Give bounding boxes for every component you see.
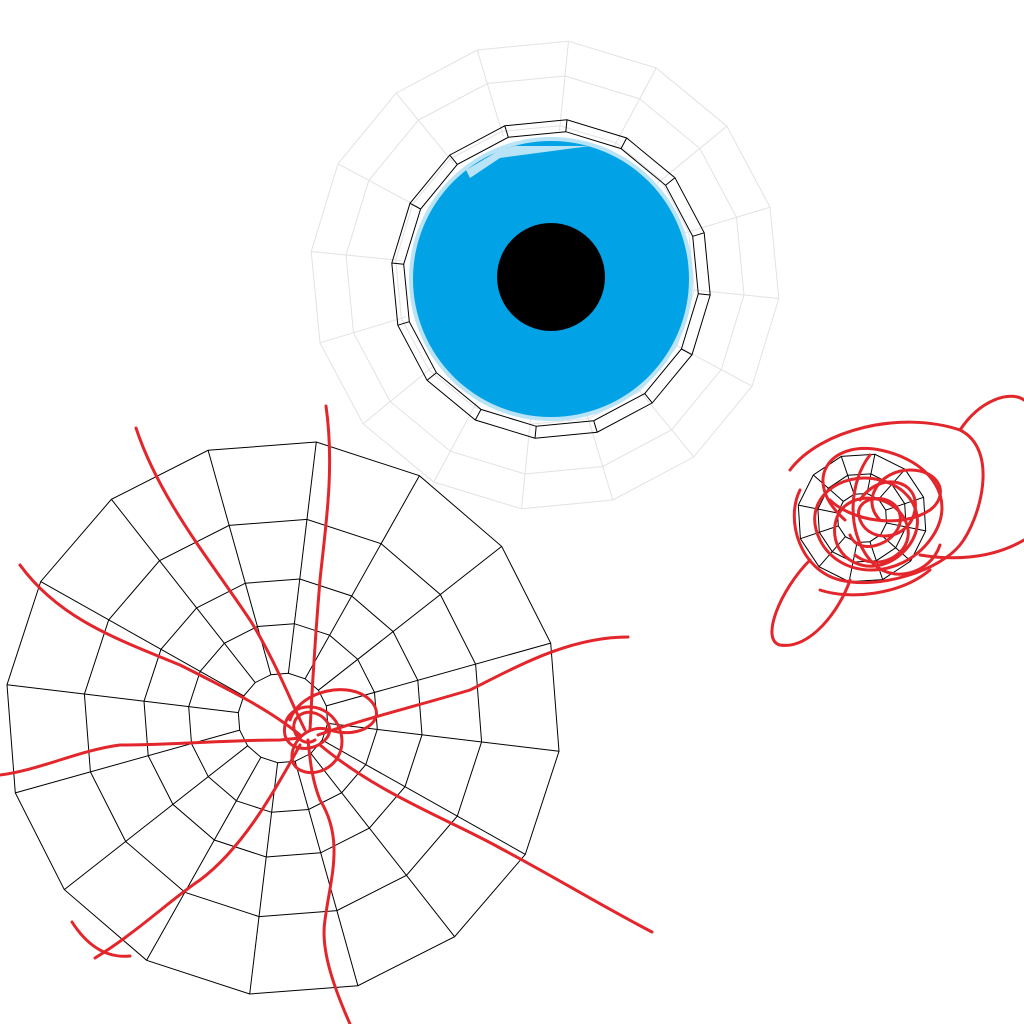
mesh-spoke xyxy=(504,125,509,138)
veined-eye xyxy=(0,404,654,1024)
mesh-spoke xyxy=(40,581,245,697)
veined-eye-veins xyxy=(0,404,654,1024)
mesh-spoke xyxy=(321,739,526,855)
mesh-spoke xyxy=(395,92,454,164)
mesh-spoke xyxy=(287,441,317,674)
mesh-spoke xyxy=(698,293,711,296)
mesh-spoke xyxy=(586,413,614,501)
mesh-spoke xyxy=(146,756,262,961)
mesh-spoke xyxy=(391,262,404,265)
mesh-spoke xyxy=(294,761,359,986)
mesh-spoke xyxy=(636,386,695,458)
mesh-spoke xyxy=(866,454,876,494)
mesh-spoke xyxy=(319,316,407,344)
mesh-spoke xyxy=(818,536,846,568)
mesh-spoke xyxy=(880,534,912,562)
mesh-spoke xyxy=(409,202,421,210)
mesh-spoke xyxy=(656,125,728,184)
mesh-spoke xyxy=(426,372,437,381)
mesh-spoke xyxy=(63,745,248,890)
mesh-spoke xyxy=(869,541,884,580)
mesh-spoke xyxy=(249,762,279,995)
mesh-spoke xyxy=(644,393,653,404)
mesh-spoke xyxy=(318,546,503,691)
mesh-spoke xyxy=(311,251,401,261)
mesh-spoke xyxy=(800,525,839,540)
scribble-eye xyxy=(770,394,1024,647)
blue-eye xyxy=(310,40,780,510)
mesh-spoke xyxy=(337,163,418,207)
mesh-spoke xyxy=(111,498,256,683)
mesh-spoke xyxy=(559,41,569,131)
mesh-spoke xyxy=(6,684,239,714)
blue-eye-inner-mesh xyxy=(391,119,711,439)
mesh-spoke xyxy=(397,321,410,326)
mesh-spoke xyxy=(593,420,598,433)
mesh-spoke xyxy=(840,456,855,495)
mesh-spoke xyxy=(689,289,779,299)
mesh-spoke xyxy=(683,206,771,234)
mesh-spoke xyxy=(304,475,420,680)
mesh-spoke xyxy=(885,496,924,511)
mesh-spoke xyxy=(798,504,838,514)
mesh-spoke xyxy=(310,753,455,938)
mesh-spoke xyxy=(681,348,693,356)
mesh-spoke xyxy=(692,232,705,237)
mesh-spoke xyxy=(15,729,240,794)
mesh-spoke xyxy=(620,137,628,149)
mesh-spoke xyxy=(812,474,844,502)
mesh-spoke xyxy=(613,67,657,148)
pupil xyxy=(497,223,605,331)
mesh-spoke xyxy=(565,119,568,132)
blue-eye-mesh xyxy=(310,40,780,510)
iris-top-notch xyxy=(466,146,590,178)
mesh-spoke xyxy=(534,426,537,439)
mesh-spoke xyxy=(476,49,504,137)
mesh-spoke xyxy=(521,419,531,509)
mesh-spoke xyxy=(433,402,477,483)
mesh-spoke xyxy=(672,343,753,387)
mesh-spoke xyxy=(362,366,434,425)
mesh-spoke xyxy=(474,409,482,421)
scribble xyxy=(770,394,1024,647)
mesh-spoke xyxy=(449,154,458,165)
mesh-spoke xyxy=(665,177,676,186)
